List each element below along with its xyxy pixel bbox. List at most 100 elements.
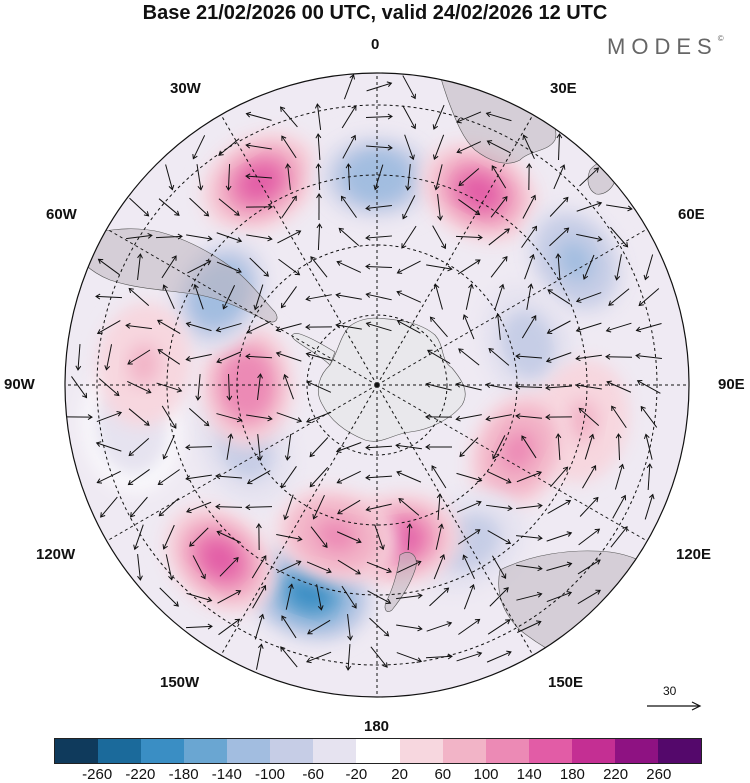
- wind-vector: [490, 255, 508, 278]
- wind-vector: [162, 524, 175, 550]
- wind-vector: [283, 373, 294, 400]
- colorbar-tick-label: 100: [473, 766, 499, 783]
- wind-vectors: [65, 73, 662, 671]
- wind-vector: [485, 414, 512, 422]
- wind-vector: [547, 499, 572, 514]
- wind-vector: [456, 111, 482, 124]
- wind-vector: [614, 254, 622, 281]
- wind-vector: [546, 531, 573, 542]
- wind-vector: [487, 619, 511, 635]
- lon-label-30e: 30E: [550, 80, 577, 97]
- wind-vector: [456, 472, 483, 483]
- latitude-circle-40s: [96, 104, 658, 666]
- wind-vector: [336, 470, 361, 484]
- wind-vector: [370, 646, 388, 668]
- wind-vector: [337, 499, 361, 515]
- reference-arrow-icon: [647, 701, 702, 711]
- wind-vector: [65, 414, 93, 420]
- wind-vector: [165, 164, 175, 191]
- wind-vector: [246, 234, 273, 242]
- wind-vector: [546, 591, 573, 603]
- wind-vector: [245, 111, 272, 121]
- wind-vector: [157, 349, 181, 365]
- wind-vector: [162, 434, 175, 460]
- wind-vector: [281, 195, 297, 219]
- colorbar-bin: [184, 739, 228, 763]
- wind-vector: [458, 618, 481, 635]
- wind-vector: [129, 496, 148, 518]
- wind-vector: [312, 495, 325, 520]
- wind-vector: [576, 233, 603, 242]
- wind-vector: [365, 263, 393, 270]
- colorbar: [54, 738, 702, 764]
- wind-vector: [255, 523, 262, 551]
- wind-vector: [257, 434, 263, 461]
- wind-vector: [395, 442, 422, 450]
- wind-vector: [255, 643, 264, 670]
- wind-vector: [521, 435, 537, 459]
- wind-vector: [185, 321, 212, 332]
- wind-vector: [515, 413, 542, 420]
- wind-vector: [404, 134, 415, 161]
- wind-vector: [189, 527, 209, 547]
- wind-vector: [192, 555, 206, 580]
- wind-vector: [635, 353, 662, 359]
- wind-vector: [305, 324, 333, 331]
- wind-vector: [365, 474, 393, 481]
- polar-map: [64, 72, 690, 698]
- wind-vector: [336, 531, 362, 544]
- wind-vector: [345, 643, 352, 671]
- wind-vector: [612, 494, 627, 519]
- colorbar-tick-label: -20: [345, 766, 368, 783]
- wind-vector: [425, 413, 453, 420]
- wind-vector: [494, 283, 505, 310]
- wind-vector: [436, 493, 443, 521]
- wind-vector: [155, 233, 183, 240]
- wind-vector: [315, 163, 322, 191]
- wind-vector: [275, 323, 302, 333]
- wind-vector: [215, 322, 242, 333]
- latitude-circle-70s: [306, 314, 448, 456]
- wind-vector: [643, 433, 653, 460]
- wind-vector: [455, 414, 482, 422]
- colorbar-tick-label: -220: [125, 766, 156, 783]
- wind-vector: [365, 205, 392, 211]
- anomaly-blob: [355, 161, 399, 193]
- wind-vector: [401, 225, 417, 249]
- wind-vector: [579, 496, 599, 517]
- wind-vector: [491, 165, 507, 189]
- wind-vector: [365, 144, 393, 151]
- wind-vector: [432, 134, 445, 161]
- wind-vector: [555, 253, 562, 281]
- wind-vector: [396, 319, 421, 334]
- antarctica-landmass: [317, 317, 466, 442]
- wind-vector: [156, 382, 183, 393]
- wind-vector: [335, 442, 362, 453]
- anomaly-blob: [566, 400, 598, 443]
- wind-vector: [281, 615, 297, 639]
- wind-vector: [218, 198, 240, 216]
- anomaly-blob: [231, 363, 263, 407]
- wind-vector: [276, 412, 303, 423]
- wind-vector: [158, 198, 180, 216]
- wind-vector: [71, 376, 88, 399]
- lon-label-0: 0: [371, 36, 380, 53]
- wind-vector: [611, 405, 627, 429]
- wind-vector: [485, 111, 512, 122]
- wind-vector: [128, 287, 150, 306]
- anomaly-blob: [201, 540, 240, 578]
- wind-vector: [582, 254, 595, 280]
- wind-vector: [316, 584, 324, 611]
- colorbar-tick-label: 180: [559, 766, 585, 783]
- wind-vector: [614, 463, 625, 490]
- colorbar-tick-label: -60: [302, 766, 325, 783]
- wind-vector: [275, 351, 302, 362]
- wind-vector: [486, 140, 511, 154]
- wind-vector: [96, 470, 121, 484]
- wind-vector: [550, 466, 569, 488]
- wind-vector: [515, 353, 543, 360]
- wind-vector: [127, 349, 151, 365]
- wind-vector: [307, 619, 331, 635]
- wind-vector: [488, 228, 510, 246]
- lon-label-30w: 30W: [170, 80, 201, 97]
